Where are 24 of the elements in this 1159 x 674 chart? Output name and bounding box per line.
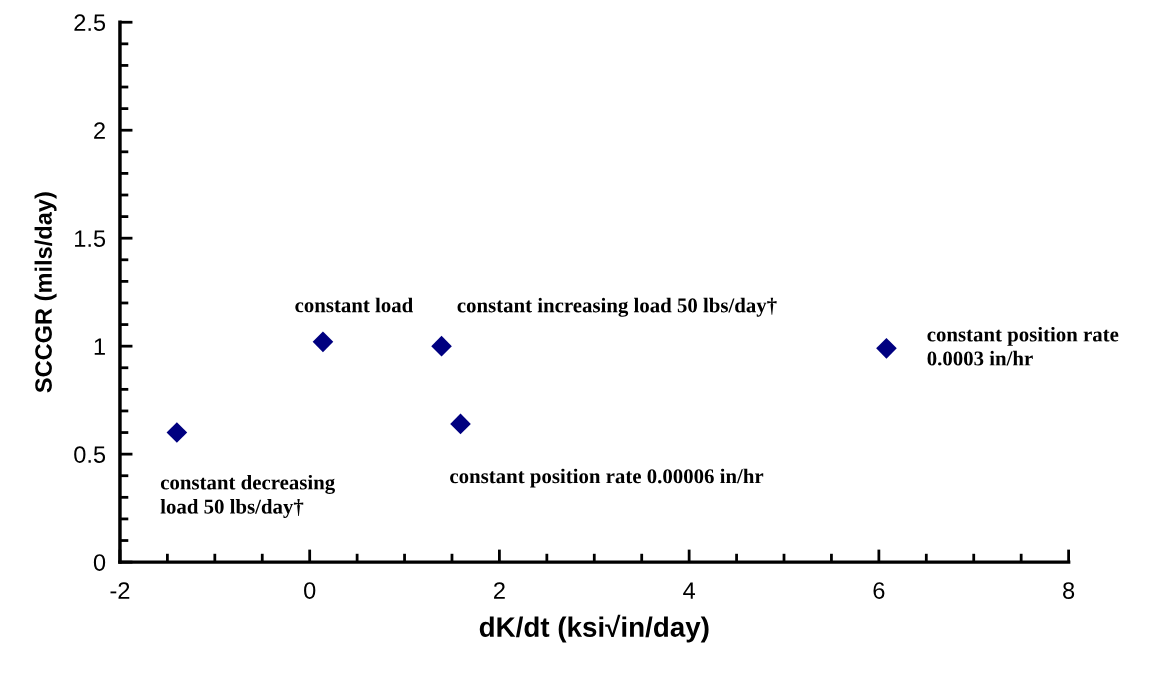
y-tick-label: 2 xyxy=(94,122,105,139)
y-tick-label: 1 xyxy=(94,338,105,355)
x-tick-label: -2 xyxy=(110,582,130,599)
annotation: constant decreasing load 50 lbs/day† xyxy=(160,474,335,518)
y-tick-label: 2.5 xyxy=(74,14,106,32)
annotation: constant load xyxy=(295,297,414,313)
y-tick-label: 0.5 xyxy=(74,446,106,463)
x-tick-label: 4 xyxy=(683,582,696,599)
y-axis-title: SCCGR (mils/day) xyxy=(34,192,57,393)
x-tick-label: 8 xyxy=(1063,582,1075,599)
annotation: constant position rate 0.00006 in/hr xyxy=(450,468,764,488)
x-tick-label: 0 xyxy=(304,582,316,599)
y-tick-label: 0 xyxy=(93,554,106,571)
point xyxy=(431,335,452,357)
point xyxy=(450,413,471,435)
y-tick-label: 1.5 xyxy=(75,230,106,247)
x-tick-label: 2 xyxy=(494,582,505,599)
annotation: constant position rate 0.0003 in/hr xyxy=(927,326,1119,366)
point xyxy=(312,331,334,353)
x-tick-label: 6 xyxy=(873,582,885,599)
point xyxy=(166,422,188,443)
annotation: constant increasing load 50 lbs/day† xyxy=(457,297,777,317)
x-axis-title: dK/dt (ksi√in/day) xyxy=(479,614,709,643)
point xyxy=(876,338,897,359)
